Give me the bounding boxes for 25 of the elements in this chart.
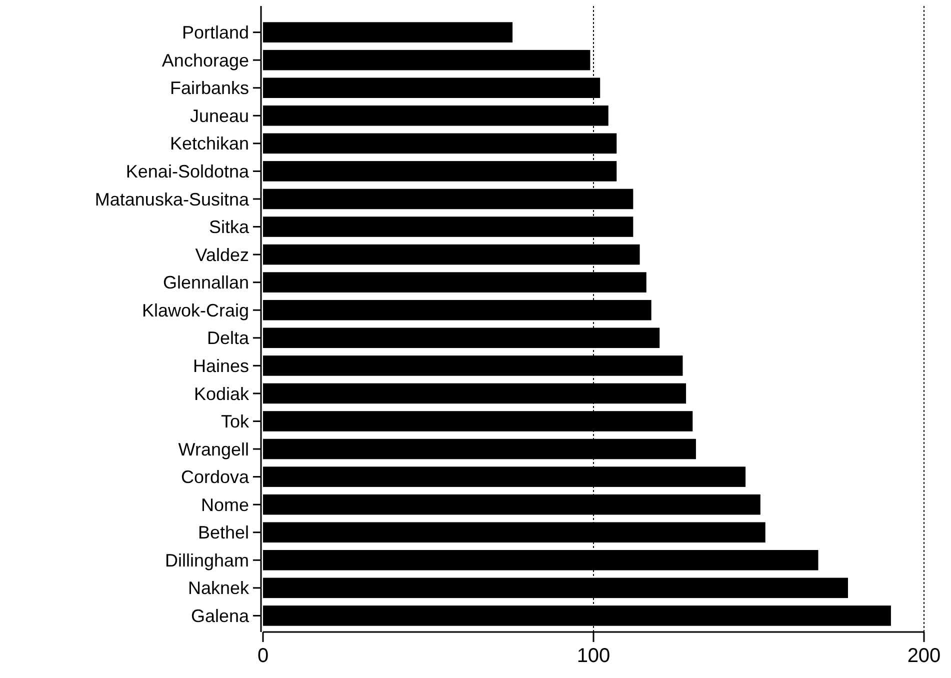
- y-tick-label: Haines: [192, 356, 249, 376]
- y-tick-label: Fairbanks: [170, 78, 249, 98]
- y-tick-label: Juneau: [190, 106, 249, 126]
- y-tick-label: Klawok-Craig: [142, 300, 249, 320]
- y-tick-label: Valdez: [195, 244, 249, 265]
- y-tick-label: Matanuska-Susitna: [94, 189, 250, 210]
- y-tick-label: Kodiak: [194, 384, 250, 404]
- y-tick-label: Portland: [182, 22, 249, 43]
- y-tick-label: Sitka: [208, 217, 250, 238]
- y-tick-label: Nome: [200, 494, 249, 515]
- y-tick-label: Bethel: [198, 522, 249, 543]
- y-tick-label: Glennallan: [162, 272, 249, 293]
- y-tick-label: Tok: [220, 412, 250, 432]
- x-tick-label: 100: [576, 645, 610, 667]
- x-tick-label: 200: [907, 645, 941, 667]
- y-tick-label: Ketchikan: [170, 134, 249, 154]
- y-tick-label: Dillingham: [164, 550, 249, 570]
- y-tick-label: Anchorage: [162, 50, 249, 70]
- y-tick-label: Galena: [190, 606, 250, 626]
- y-tick-label: Naknek: [188, 578, 250, 598]
- x-tick-label: 0: [257, 645, 269, 667]
- y-tick-label: Wrangell: [178, 439, 249, 460]
- y-tick-label: Delta: [206, 328, 250, 348]
- y-tick-label: Kenai-Soldotna: [126, 162, 250, 182]
- y-tick-label: Cordova: [180, 467, 250, 488]
